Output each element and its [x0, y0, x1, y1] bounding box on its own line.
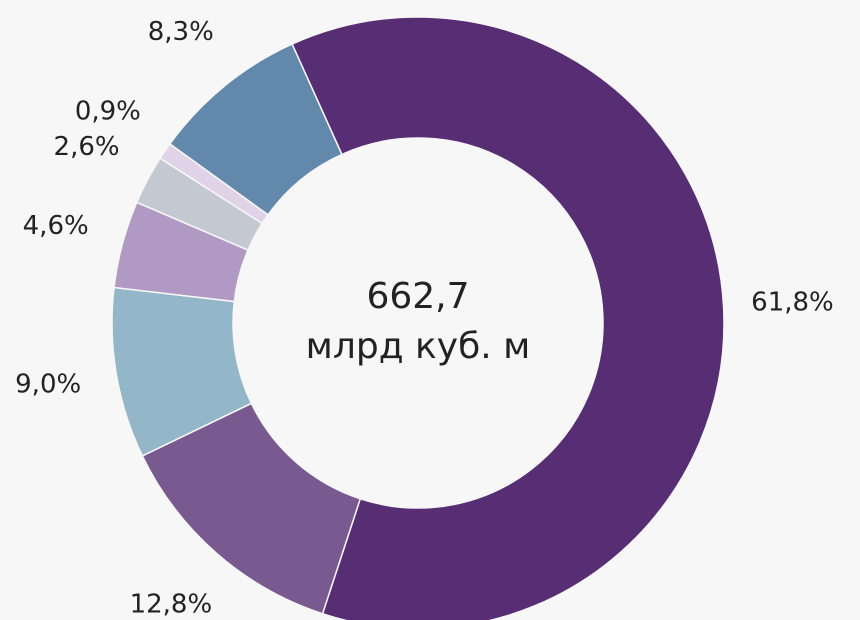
value-label: 9,0% — [15, 370, 81, 400]
value-label: 4,6% — [23, 211, 89, 241]
value-label: 8,3% — [148, 17, 214, 47]
center-value: 662,7 — [366, 276, 469, 317]
slice — [168, 43, 343, 216]
value-label: 2,6% — [54, 132, 120, 162]
center-unit: млрд куб. м — [306, 326, 531, 367]
slice — [291, 16, 725, 620]
value-label: 12,8% — [130, 590, 213, 620]
value-label: 0,9% — [75, 97, 141, 127]
value-label: 61,8% — [751, 287, 834, 317]
